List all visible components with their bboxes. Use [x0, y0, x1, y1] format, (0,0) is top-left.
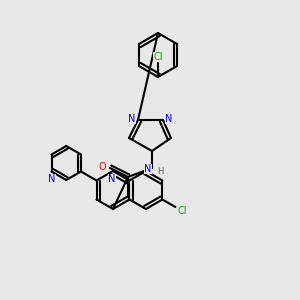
Text: Cl: Cl: [178, 206, 187, 216]
Text: H: H: [157, 167, 163, 176]
Text: O: O: [98, 162, 106, 172]
Text: Cl: Cl: [153, 52, 163, 62]
Text: N: N: [165, 114, 173, 124]
Text: N: N: [144, 164, 152, 174]
Text: N: N: [128, 114, 136, 124]
Text: N: N: [108, 174, 116, 184]
Text: N: N: [48, 175, 55, 184]
